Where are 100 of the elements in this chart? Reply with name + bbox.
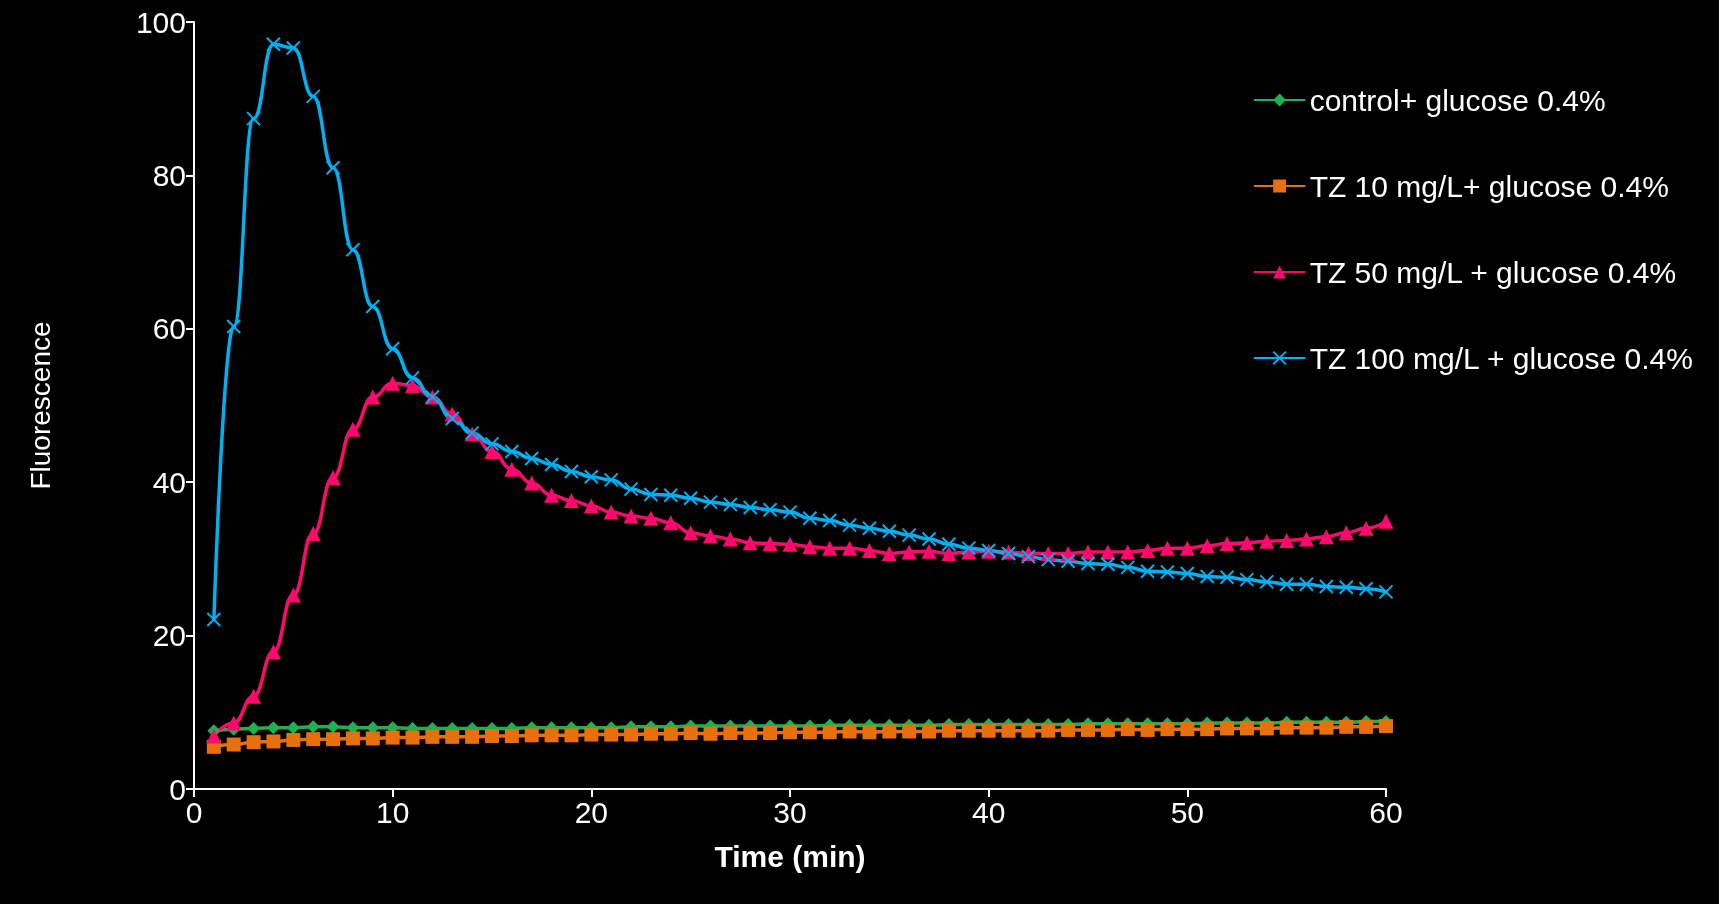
point [226, 715, 242, 731]
point [762, 536, 778, 552]
point [425, 729, 440, 744]
x-tick-label: 60 [1369, 795, 1403, 829]
point [1061, 722, 1076, 737]
point [206, 728, 222, 744]
point [445, 729, 460, 744]
point [1299, 576, 1315, 592]
point [862, 725, 877, 740]
point [1041, 723, 1056, 738]
point [1239, 721, 1254, 736]
point [782, 504, 798, 520]
point [1378, 513, 1394, 529]
point [722, 531, 738, 547]
point [902, 724, 917, 739]
point [1279, 576, 1295, 592]
point [603, 472, 619, 488]
point [1160, 722, 1175, 737]
point [583, 498, 599, 514]
point [643, 486, 659, 502]
point [326, 732, 341, 747]
point [941, 723, 956, 738]
point [1299, 531, 1315, 547]
point [544, 487, 560, 503]
point [266, 721, 280, 735]
point [265, 36, 281, 52]
y-tick-label: 60 [152, 312, 186, 346]
point [484, 444, 500, 460]
point [365, 731, 380, 746]
point [842, 517, 858, 533]
point [1120, 722, 1135, 737]
point [305, 526, 321, 542]
point [1140, 722, 1155, 737]
point [961, 540, 977, 556]
point [1100, 722, 1115, 737]
point [206, 611, 222, 627]
point [623, 508, 639, 524]
point [325, 160, 341, 176]
point [405, 370, 421, 386]
point [1318, 579, 1334, 595]
point [663, 487, 679, 503]
point [921, 531, 937, 547]
y-tick-label: 80 [152, 158, 186, 192]
point [1318, 529, 1334, 545]
point [246, 111, 262, 127]
point [1179, 540, 1195, 556]
point [1259, 574, 1275, 590]
point [1358, 520, 1374, 536]
point [1080, 556, 1096, 571]
point [1159, 564, 1175, 580]
legend-label: TZ 100 mg/L + glucose 0.4% [1309, 341, 1693, 375]
point [782, 536, 798, 552]
point [1339, 719, 1354, 734]
legend-label: TZ 50 mg/L + glucose 0.4% [1309, 255, 1677, 289]
point [861, 520, 877, 536]
x-tick-label: 10 [375, 795, 410, 829]
point [326, 720, 340, 734]
point [822, 725, 837, 740]
point [1220, 721, 1235, 736]
point [742, 500, 758, 516]
point [683, 525, 699, 541]
legend-label: TZ 10 mg/L+ glucose 0.4% [1309, 169, 1669, 203]
point [247, 721, 261, 735]
point [901, 544, 917, 560]
x-axis-title: Time (min) [714, 839, 866, 873]
point [1199, 538, 1215, 554]
point [961, 723, 976, 738]
point [1140, 563, 1156, 579]
point [1081, 722, 1095, 737]
point [941, 536, 957, 552]
point [1100, 556, 1116, 572]
point [842, 540, 858, 556]
point [683, 490, 699, 506]
point [524, 450, 540, 466]
point [1259, 533, 1275, 549]
point [703, 528, 719, 544]
point [1319, 720, 1334, 735]
point [1379, 719, 1393, 734]
point [444, 411, 460, 427]
point [1199, 569, 1215, 585]
point [762, 502, 778, 518]
point [226, 737, 241, 752]
point [564, 728, 579, 743]
point [484, 436, 500, 452]
point [1359, 719, 1374, 734]
y-axis-title: Fluorescence [24, 321, 56, 490]
point [584, 727, 599, 742]
point [822, 540, 838, 556]
point [246, 688, 262, 704]
point [1279, 532, 1295, 548]
point [703, 494, 719, 510]
point [723, 726, 738, 741]
point [226, 319, 242, 334]
y-tick-label: 40 [152, 465, 186, 499]
point [1021, 723, 1036, 738]
point [286, 721, 300, 735]
point [703, 726, 718, 741]
point [285, 587, 301, 603]
point [743, 726, 758, 741]
point [266, 734, 281, 749]
